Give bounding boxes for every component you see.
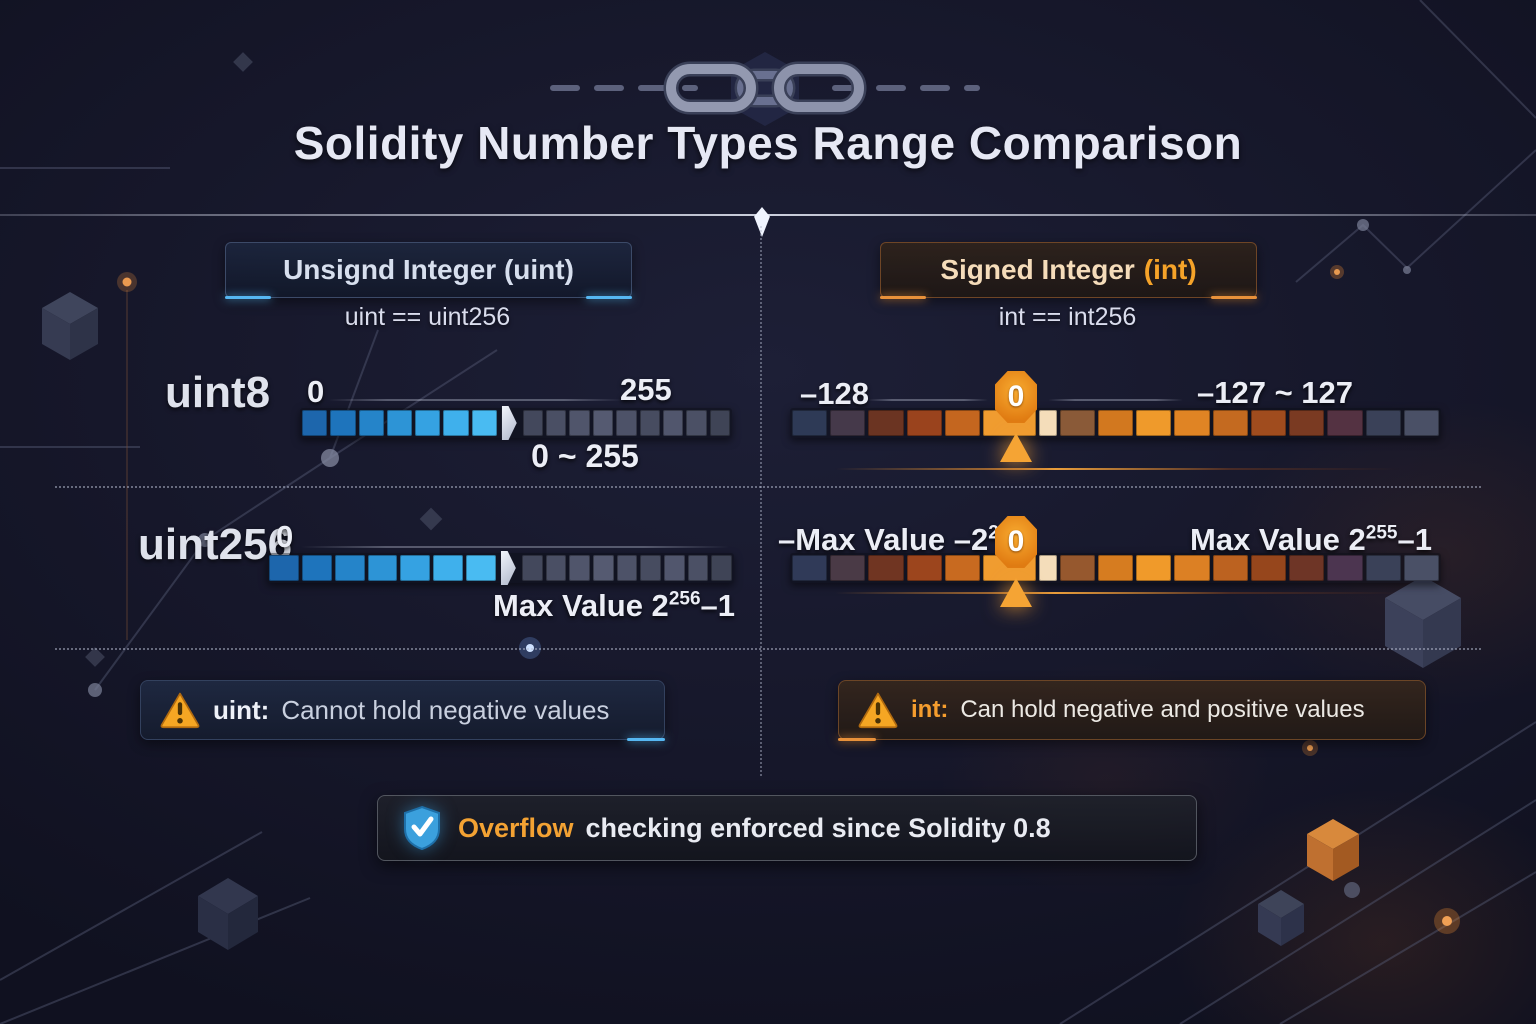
zero-marker-badge: 0 <box>995 371 1037 423</box>
uint256-filled-segments <box>269 555 496 581</box>
pointer-right-icon <box>500 551 516 585</box>
uint8-range-bar <box>300 406 732 440</box>
tick-line <box>300 546 730 548</box>
header-accent <box>586 296 632 299</box>
header-accent <box>225 296 271 299</box>
uint256-max-label: Max Value 2256–1 <box>430 588 735 624</box>
int-column-header: Signed Integer (int) <box>880 242 1257 299</box>
uint256-label: uint256 <box>138 520 293 569</box>
tick-line <box>328 399 623 401</box>
int8-range-bar <box>790 408 1441 438</box>
int8-range-text: –127 ~ 127 <box>1197 375 1354 410</box>
divider-diamond-icon <box>754 207 770 237</box>
uint-warning-term: uint: <box>213 694 270 725</box>
max-value-suffix: –1 <box>1397 522 1432 557</box>
uint-column-header: Unsignd Integer (uint) <box>225 242 632 299</box>
int-equivalence: int == int256 <box>998 303 1137 331</box>
pointer-right-icon <box>501 406 517 440</box>
uint8-min-value: 0 <box>307 374 325 409</box>
warning-triangle-icon <box>160 692 200 729</box>
warning-triangle-icon <box>858 692 898 729</box>
row-divider <box>55 648 1481 650</box>
uint8-empty-segments <box>522 410 730 436</box>
tick-line <box>868 399 988 401</box>
uint8-filled-segments <box>302 410 497 436</box>
tick-line <box>1048 399 1183 401</box>
uint256-empty-segments <box>521 555 733 581</box>
uint8-range-text: 0 ~ 255 <box>531 438 639 474</box>
uint8-label: uint8 <box>165 368 271 417</box>
int256-max-label: Max Value 2255–1 <box>1190 522 1432 558</box>
int-header-paren: (int) <box>1143 254 1197 285</box>
int-warning-text: Can hold negative and positive values <box>960 696 1365 723</box>
marker-triangle-icon <box>1000 578 1032 607</box>
column-divider <box>760 226 762 776</box>
min-value-prefix: –Max Value –2 <box>778 522 989 557</box>
shield-check-icon <box>404 805 440 851</box>
glow-underline <box>835 592 1400 594</box>
uint8-max-value: 255 <box>620 372 672 407</box>
glow-underline <box>835 468 1400 470</box>
int8-min-value: –128 <box>800 376 869 411</box>
int256-range-bar <box>790 553 1441 583</box>
footer-highlight: Overflow <box>458 812 574 843</box>
uint-header-label: Unsignd Integer (uint) <box>283 254 574 285</box>
header-accent <box>1211 296 1257 299</box>
int-warning-term: int: <box>911 696 949 723</box>
int-header-label: Signed Integer <box>940 254 1135 285</box>
max-value-exponent: 256 <box>668 588 701 610</box>
int-warning-box: int: Can hold negative and positive valu… <box>838 680 1426 741</box>
footer-text: checking enforced since Solidity 0.8 <box>585 812 1051 843</box>
warning-accent <box>627 738 665 741</box>
page-title: Solidity Number Types Range Comparison <box>293 117 1243 169</box>
max-value-prefix: Max Value 2 <box>493 588 669 623</box>
warning-accent <box>838 738 876 741</box>
header-accent <box>880 296 926 299</box>
chain-link-icon <box>545 48 985 126</box>
zero-marker-badge: 0 <box>995 516 1037 568</box>
footer-banner: Overflow checking enforced since Solidit… <box>377 795 1197 861</box>
uint256-min-value: 0 <box>276 519 294 554</box>
max-value-exponent: 255 <box>1365 522 1398 544</box>
max-value-suffix: –1 <box>700 588 735 623</box>
uint-warning-text: Cannot hold negative values <box>281 694 610 725</box>
max-value-prefix: Max Value 2 <box>1190 522 1366 557</box>
uint-equivalence: uint == uint256 <box>344 303 511 331</box>
uint256-range-bar <box>267 551 734 585</box>
row-divider <box>55 486 1481 488</box>
uint-warning-box: uint: Cannot hold negative values <box>140 680 665 741</box>
marker-triangle-icon <box>1000 433 1032 462</box>
